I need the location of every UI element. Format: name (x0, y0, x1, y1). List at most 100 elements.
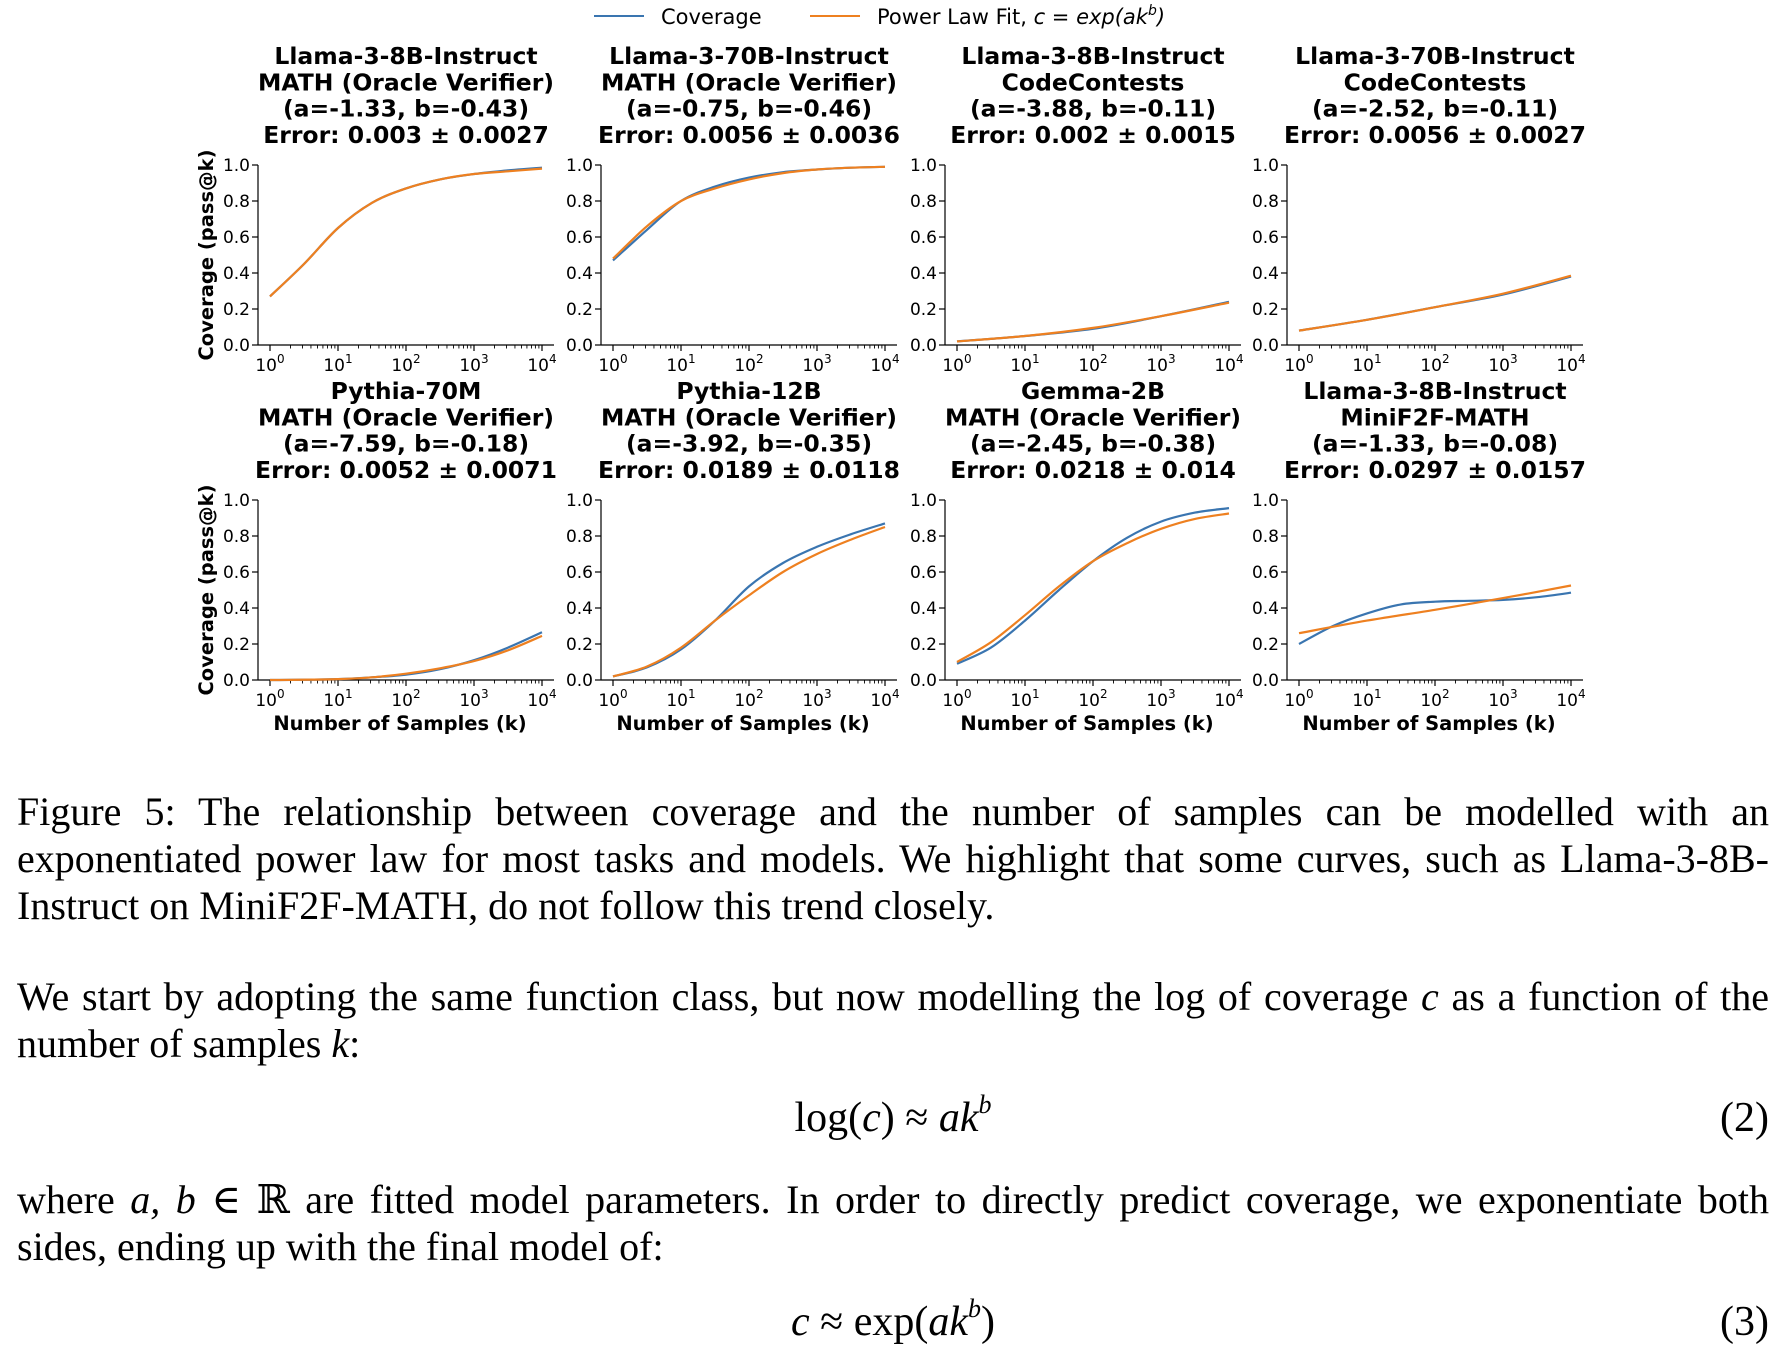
legend-fit-prefix: Power Law Fit, (877, 5, 1034, 29)
x-tick-label: 104 (870, 352, 899, 376)
x-tick-label: 100 (255, 687, 284, 711)
x-tick-label: 100 (942, 352, 971, 376)
y-tick-label: 1.0 (910, 491, 937, 511)
y-tick-label: 1.0 (910, 156, 937, 176)
para1-before-c: We start by adopting the same function c… (17, 974, 1422, 1019)
y-tick-label: 1.0 (223, 491, 250, 511)
subplot-title-line: Llama-3-8B-Instruct (961, 42, 1224, 70)
y-tick-label: 0.2 (1252, 635, 1279, 655)
y-tick-label: 0.2 (566, 300, 593, 320)
x-axis-label: Number of Samples (k) (273, 712, 526, 735)
coverage-line (612, 165, 886, 262)
y-tick-label: 1.0 (1252, 156, 1279, 176)
x-tick-label: 101 (666, 687, 695, 711)
subplot-title-line: Pythia-70M (331, 377, 482, 405)
para2-where: where (17, 1177, 131, 1222)
subplot-title-line: MATH (Oracle Verifier) (601, 403, 897, 431)
coverage-line (956, 507, 1230, 665)
x-axis-label: Number of Samples (k) (1302, 712, 1555, 735)
subplot-title-line: (a=-3.92, b=-0.35) (626, 430, 872, 458)
x-tick-label: 101 (1010, 687, 1039, 711)
coverage-line (1298, 591, 1572, 645)
x-tick-label: 104 (527, 352, 556, 376)
subplot-title-line: Error: 0.002 ± 0.0015 (950, 121, 1236, 149)
x-tick-label: 103 (1146, 687, 1175, 711)
subplot-title-line: Error: 0.0056 ± 0.0027 (1284, 121, 1586, 149)
eq2-approx: ≈ (894, 1095, 939, 1141)
x-tick-label: 101 (666, 352, 695, 376)
y-tick-label: 0.0 (1252, 336, 1279, 356)
y-axis-label: Coverage (pass@k) (195, 149, 218, 360)
power-law-fit-line (1298, 584, 1572, 635)
y-tick-label: 0.4 (223, 599, 250, 619)
legend-coverage-label: Coverage (661, 5, 762, 29)
x-tick-label: 101 (1352, 687, 1381, 711)
subplot-title-line: Llama-3-70B-Instruct (1295, 42, 1575, 70)
figure-canvas: Coverage Power Law Fit, c = exp(akb) Lla… (195, 3, 1586, 735)
subplot-title-line: (a=-1.33, b=-0.08) (1312, 430, 1558, 458)
x-tick-label: 102 (734, 687, 763, 711)
y-tick-label: 0.4 (223, 264, 250, 284)
power-law-fit-line (956, 301, 1230, 343)
equation-2: log(c) ≈ akb (2) (17, 1091, 1769, 1146)
x-tick-label: 100 (1284, 687, 1313, 711)
x-tick-label: 103 (459, 352, 488, 376)
y-tick-label: 0.6 (1252, 228, 1279, 248)
y-tick-label: 0.8 (566, 527, 593, 547)
subplot-title-line: Llama-3-8B-Instruct (274, 42, 537, 70)
x-tick-label: 100 (598, 687, 627, 711)
y-tick-label: 0.4 (1252, 599, 1279, 619)
x-tick-label: 102 (1420, 687, 1449, 711)
y-tick-label: 0.8 (910, 192, 937, 212)
power-law-fit-line (612, 165, 886, 260)
power-law-fit-line (1298, 274, 1572, 332)
y-tick-label: 0.0 (223, 671, 250, 691)
subplot-8: Llama-3-8B-InstructMiniF2F-MATH(a=-1.33,… (1252, 377, 1586, 735)
x-tick-label: 102 (391, 352, 420, 376)
x-tick-label: 101 (323, 687, 352, 711)
y-tick-label: 1.0 (566, 156, 593, 176)
para1-after-c: as a function of the number of samples (17, 974, 1770, 1066)
eq2-lhs-close: ) (880, 1095, 895, 1141)
subplot-title-line: (a=-0.75, b=-0.46) (626, 95, 872, 123)
y-tick-label: 0.0 (1252, 671, 1279, 691)
legend-fit-close: ) (1155, 5, 1165, 29)
x-tick-label: 100 (942, 687, 971, 711)
figure-5: Coverage Power Law Fit, c = exp(akb) Lla… (195, 3, 1586, 735)
subplot-title-line: MATH (Oracle Verifier) (601, 68, 897, 96)
subplot-title-line: Error: 0.003 ± 0.0027 (263, 121, 549, 149)
eq3-lhs: c (790, 1299, 810, 1345)
subplot-title-line: MATH (Oracle Verifier) (258, 403, 554, 431)
subplot-title-line: Gemma-2B (1021, 377, 1165, 405)
subplot-title-line: MATH (Oracle Verifier) (258, 68, 554, 96)
y-tick-label: 0.8 (223, 192, 250, 212)
y-tick-label: 0.6 (1252, 563, 1279, 583)
eq3-rhs-a: a (928, 1299, 950, 1345)
subplot-title-line: (a=-2.52, b=-0.11) (1312, 95, 1558, 123)
x-tick-label: 100 (1284, 352, 1313, 376)
equation-2-number: (2) (1720, 1095, 1769, 1141)
subplot-title-line: CodeContests (1002, 68, 1185, 96)
subplot-title-line: (a=-2.45, b=-0.38) (970, 430, 1216, 458)
x-tick-label: 103 (459, 687, 488, 711)
y-tick-label: 0.0 (566, 336, 593, 356)
equation-3-number: (3) (1720, 1299, 1769, 1345)
x-axis-label: Number of Samples (k) (616, 712, 869, 735)
x-tick-label: 100 (255, 352, 284, 376)
x-tick-label: 100 (598, 352, 627, 376)
y-tick-label: 0.4 (566, 264, 593, 284)
x-tick-label: 103 (802, 687, 831, 711)
subplot-title-line: CodeContests (1344, 68, 1527, 96)
subplot-title-line: Error: 0.0052 ± 0.0071 (255, 456, 557, 484)
para1-var-k: k (331, 1021, 350, 1066)
subplot-title-line: Pythia-12B (676, 377, 821, 405)
x-tick-label: 101 (1352, 352, 1381, 376)
x-tick-label: 103 (1146, 352, 1175, 376)
figure-caption: Figure 5: The relationship between cover… (17, 789, 1769, 928)
equation-3: c ≈ exp(akb) (3) (17, 1295, 1769, 1350)
x-tick-label: 103 (802, 352, 831, 376)
eq3-close: ) (981, 1299, 996, 1345)
x-tick-label: 104 (1556, 687, 1585, 711)
subplot-title-line: (a=-3.88, b=-0.11) (970, 95, 1216, 123)
